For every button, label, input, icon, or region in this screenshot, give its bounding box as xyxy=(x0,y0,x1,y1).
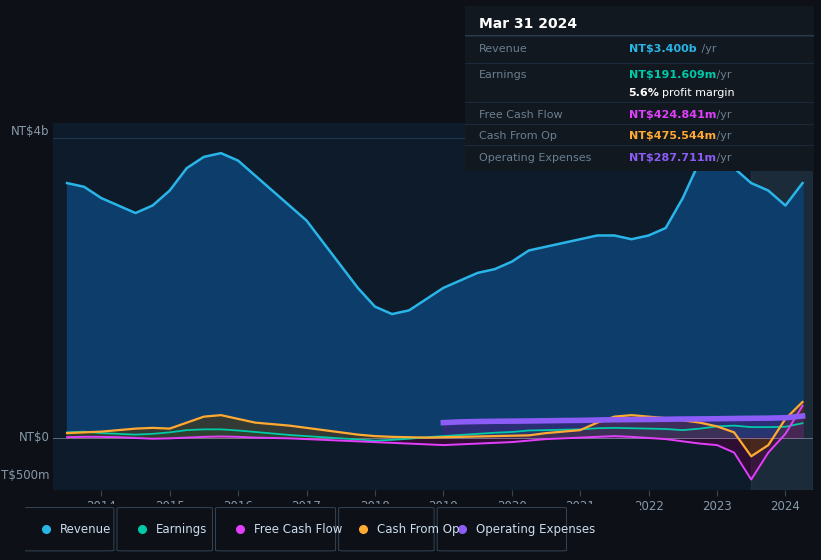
Text: Cash From Op: Cash From Op xyxy=(479,131,557,141)
Text: NT$4b: NT$4b xyxy=(11,125,49,138)
Text: Cash From Op: Cash From Op xyxy=(378,522,460,536)
Text: NT$424.841m: NT$424.841m xyxy=(629,110,716,120)
Text: Free Cash Flow: Free Cash Flow xyxy=(255,522,342,536)
FancyBboxPatch shape xyxy=(21,507,114,551)
Text: profit margin: profit margin xyxy=(662,88,735,98)
Text: NT$0: NT$0 xyxy=(19,431,49,444)
Text: NT$3.400b: NT$3.400b xyxy=(629,44,696,54)
Text: /yr: /yr xyxy=(698,44,716,54)
FancyBboxPatch shape xyxy=(339,507,434,551)
FancyBboxPatch shape xyxy=(215,507,336,551)
Text: NT$191.609m: NT$191.609m xyxy=(629,70,716,80)
FancyBboxPatch shape xyxy=(117,507,213,551)
Text: -NT$500m: -NT$500m xyxy=(0,469,49,482)
Text: /yr: /yr xyxy=(713,110,732,120)
FancyBboxPatch shape xyxy=(438,507,566,551)
Bar xyxy=(751,123,813,490)
Text: NT$287.711m: NT$287.711m xyxy=(629,152,716,162)
Text: /yr: /yr xyxy=(713,131,732,141)
Text: Revenue: Revenue xyxy=(61,522,112,536)
Text: /yr: /yr xyxy=(713,152,732,162)
Text: Mar 31 2024: Mar 31 2024 xyxy=(479,17,577,31)
Text: NT$475.544m: NT$475.544m xyxy=(629,131,716,141)
Text: Earnings: Earnings xyxy=(479,70,527,80)
Text: /yr: /yr xyxy=(713,70,732,80)
Text: Revenue: Revenue xyxy=(479,44,527,54)
Text: 5.6%: 5.6% xyxy=(629,88,659,98)
Text: Operating Expenses: Operating Expenses xyxy=(479,152,591,162)
Text: Free Cash Flow: Free Cash Flow xyxy=(479,110,562,120)
Text: Earnings: Earnings xyxy=(156,522,207,536)
Text: Operating Expenses: Operating Expenses xyxy=(476,522,595,536)
